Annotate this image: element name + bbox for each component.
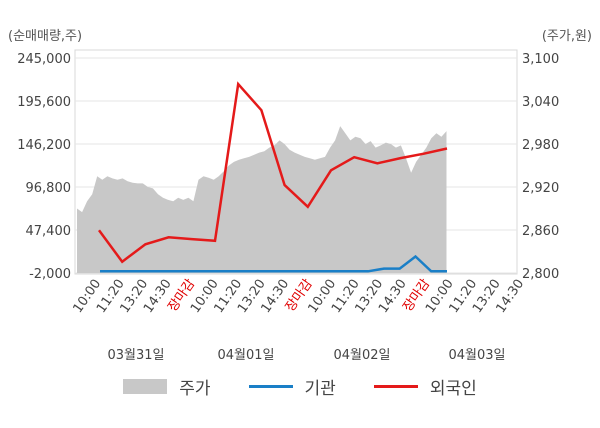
right-tick-label: 2,800 [522, 267, 559, 282]
series-layer [77, 81, 448, 273]
legend-swatch-price [123, 378, 168, 394]
legend-item-price: 주가 [123, 374, 211, 399]
foreign-line [97, 81, 448, 264]
left-tick-label: -2,000 [29, 267, 71, 282]
stock-flow-chart: (순매매량,주) (주가,원) 245,000 195,600 146,200 96,… [8, 29, 592, 363]
legend-swatch-institution [248, 384, 293, 388]
legend: 주가 기관 외국인 [0, 368, 600, 404]
right-tick-label: 2,980 [522, 138, 559, 153]
left-tick-label: 245,000 [17, 52, 71, 67]
right-tick-label: 2,920 [522, 181, 559, 196]
legend-label-institution: 기관 [304, 378, 336, 399]
legend-item-institution: 기관 [248, 374, 336, 399]
date-label: 04월03일 [448, 348, 505, 363]
left-tick-label: 146,200 [17, 138, 71, 153]
legend-swatch-foreign [373, 384, 418, 388]
left-tick-label: 96,800 [26, 181, 72, 196]
date-label: 04월01일 [217, 348, 274, 363]
right-tick-label: 3,100 [522, 52, 559, 67]
institution-line [100, 254, 447, 273]
legend-label-foreign: 외국인 [429, 378, 477, 399]
left-tick-label: 195,600 [17, 95, 71, 110]
right-tick-label: 2,860 [522, 224, 559, 239]
right-axis-ticks: 3,100 3,040 2,980 2,920 2,860 2,800 [522, 52, 559, 282]
legend-label-price: 주가 [179, 378, 211, 399]
date-labels: 03월31일 04월01일 04월02일 04월03일 [107, 348, 505, 363]
x-axis-ticks: 10:0011:2013:2014:30장마감10:0011:2013:2014… [70, 277, 527, 316]
left-axis-ticks: 245,000 195,600 146,200 96,800 47,400 -2,000 [17, 52, 71, 282]
right-tick-label: 3,040 [522, 95, 559, 110]
right-axis-unit: (주가,원) [542, 29, 592, 44]
date-label: 03월31일 [107, 348, 164, 363]
left-axis-unit: (순매매량,주) [8, 29, 82, 44]
left-tick-label: 47,400 [26, 224, 72, 239]
date-label: 04월02일 [333, 348, 390, 363]
legend-item-foreign: 외국인 [373, 374, 477, 399]
